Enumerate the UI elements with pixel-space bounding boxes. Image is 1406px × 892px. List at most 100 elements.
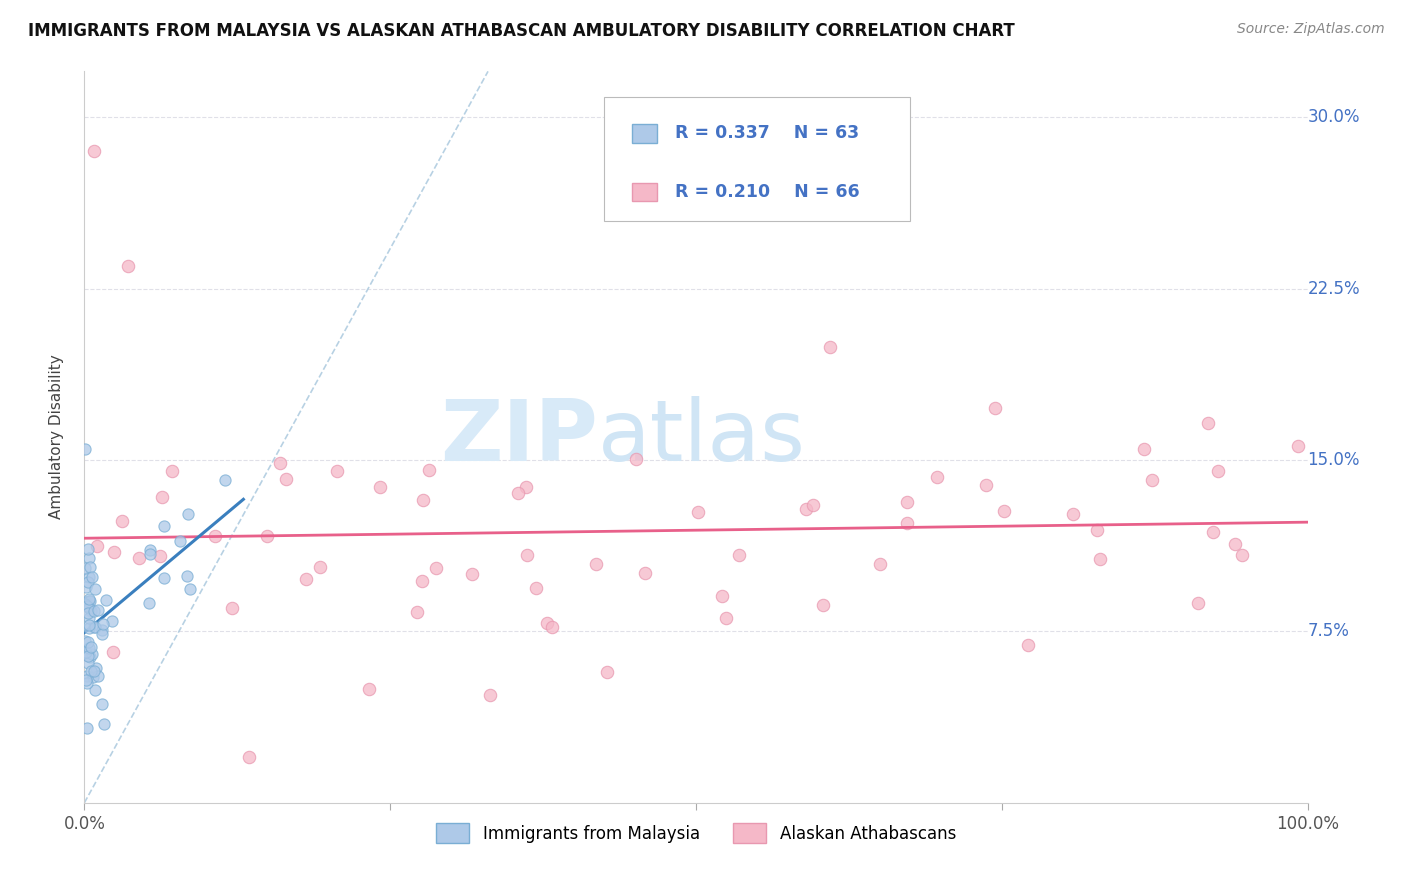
Point xyxy=(93,617,115,632)
Point xyxy=(76,575,98,590)
Point xyxy=(541,620,564,634)
Point xyxy=(412,492,434,507)
Point xyxy=(87,602,110,616)
Point xyxy=(73,634,96,648)
Y-axis label: Ambulatory Disability: Ambulatory Disability xyxy=(49,355,63,519)
Point xyxy=(77,657,100,671)
Point xyxy=(176,569,198,583)
Point xyxy=(1017,638,1039,652)
Point xyxy=(75,580,97,594)
Point xyxy=(86,669,108,683)
Point xyxy=(83,604,105,618)
Text: 22.5%: 22.5% xyxy=(1308,279,1360,298)
Point xyxy=(82,647,104,661)
Point xyxy=(801,498,824,512)
Point xyxy=(585,557,607,571)
Point xyxy=(75,598,97,612)
Point xyxy=(138,596,160,610)
Point xyxy=(727,549,749,563)
Point xyxy=(128,551,150,566)
Point xyxy=(179,582,201,596)
Point xyxy=(688,505,710,519)
Point xyxy=(818,340,841,354)
Point xyxy=(77,570,100,584)
FancyBboxPatch shape xyxy=(633,183,657,201)
Point xyxy=(405,605,427,619)
Point xyxy=(91,697,114,711)
Point xyxy=(77,640,100,655)
Point xyxy=(101,645,124,659)
Point xyxy=(153,518,176,533)
Point xyxy=(83,620,105,634)
Point xyxy=(77,601,100,615)
Point xyxy=(256,529,278,543)
Point xyxy=(461,566,484,581)
Point xyxy=(796,502,818,516)
Point xyxy=(634,566,657,581)
Point xyxy=(80,603,103,617)
Point xyxy=(596,665,619,679)
Text: R = 0.337    N = 63: R = 0.337 N = 63 xyxy=(675,124,859,143)
Text: atlas: atlas xyxy=(598,395,806,479)
Point xyxy=(79,550,101,565)
Point xyxy=(77,594,100,608)
Point xyxy=(76,668,98,682)
Point xyxy=(101,615,124,629)
Point xyxy=(90,627,112,641)
Point xyxy=(75,645,97,659)
Point xyxy=(76,648,98,663)
FancyBboxPatch shape xyxy=(605,97,910,221)
Point xyxy=(76,599,98,613)
Point xyxy=(1197,416,1219,430)
Point xyxy=(1187,596,1209,610)
Point xyxy=(515,480,537,494)
Point xyxy=(103,544,125,558)
Point xyxy=(1090,552,1112,566)
Point xyxy=(76,676,98,690)
Point xyxy=(308,559,330,574)
Point xyxy=(77,591,100,606)
Point xyxy=(96,593,118,607)
Point xyxy=(993,504,1015,518)
Point xyxy=(82,569,104,583)
Point xyxy=(1133,442,1156,456)
Point xyxy=(516,548,538,562)
Point xyxy=(478,688,501,702)
Point xyxy=(82,670,104,684)
Point xyxy=(506,486,529,500)
Point xyxy=(79,650,101,665)
Point xyxy=(221,601,243,615)
Point xyxy=(274,472,297,486)
Point xyxy=(177,508,200,522)
Point xyxy=(169,533,191,548)
Text: IMMIGRANTS FROM MALAYSIA VS ALASKAN ATHABASCAN AMBULATORY DISABILITY CORRELATION: IMMIGRANTS FROM MALAYSIA VS ALASKAN ATHA… xyxy=(28,22,1015,40)
Point xyxy=(75,595,97,609)
Point xyxy=(269,456,291,470)
Point xyxy=(238,750,260,764)
Text: Source: ZipAtlas.com: Source: ZipAtlas.com xyxy=(1237,22,1385,37)
Point xyxy=(73,645,96,659)
Point xyxy=(149,549,172,563)
Point xyxy=(974,478,997,492)
Point xyxy=(84,582,107,596)
Point xyxy=(79,611,101,625)
Point xyxy=(139,543,162,558)
Point xyxy=(110,514,132,528)
Point xyxy=(811,598,834,612)
Point xyxy=(204,529,226,543)
Point xyxy=(1202,525,1225,540)
Point xyxy=(214,473,236,487)
Point xyxy=(1206,465,1229,479)
Point xyxy=(624,452,647,467)
Point xyxy=(325,465,347,479)
Point xyxy=(1223,537,1246,551)
Point xyxy=(896,516,918,530)
Point xyxy=(84,661,107,675)
Point xyxy=(83,664,105,678)
Point xyxy=(77,635,100,649)
Point xyxy=(1288,440,1310,454)
Point xyxy=(83,145,105,159)
Point xyxy=(357,682,380,697)
Point xyxy=(93,717,115,731)
Legend: Immigrants from Malaysia, Alaskan Athabascans: Immigrants from Malaysia, Alaskan Athaba… xyxy=(429,817,963,849)
